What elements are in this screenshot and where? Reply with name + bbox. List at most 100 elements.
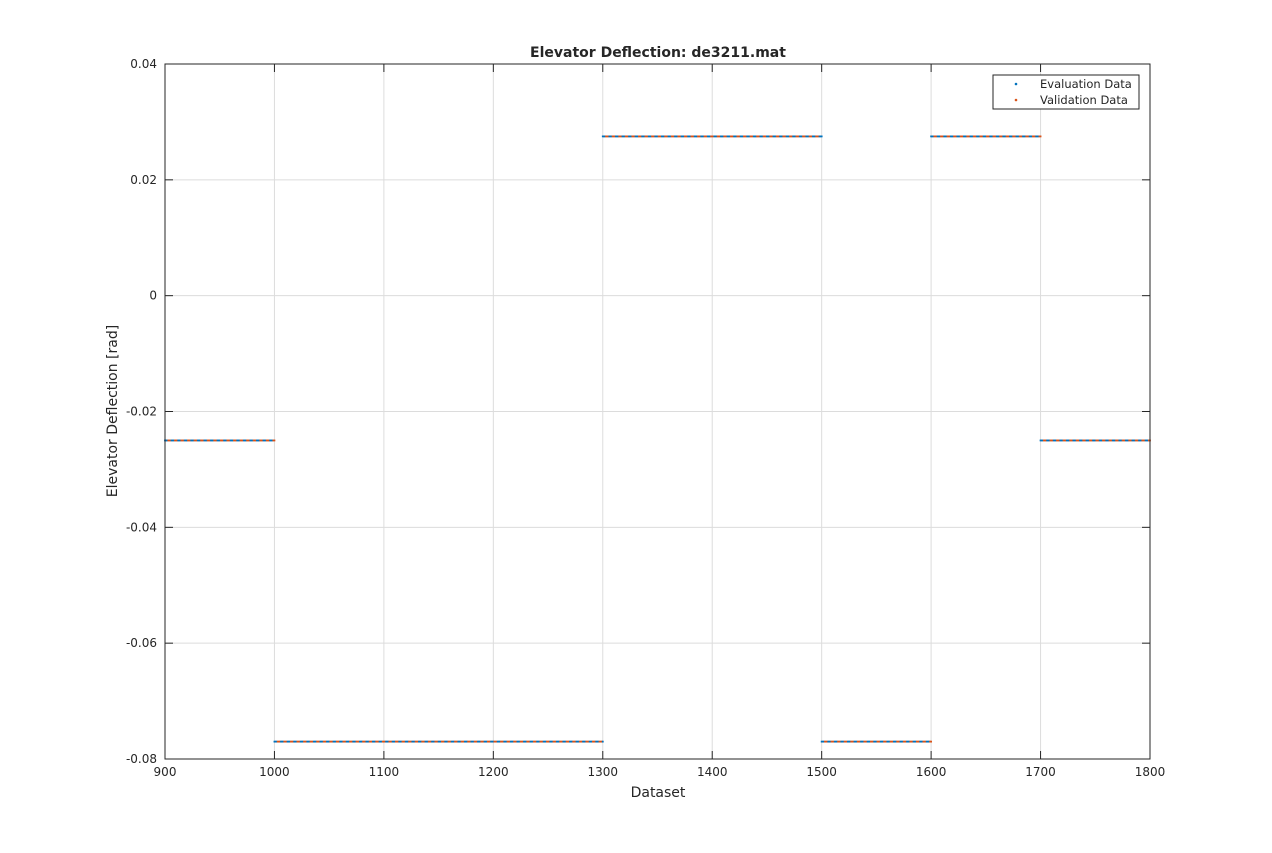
validation-data-point xyxy=(859,740,861,743)
evaluation-data-point xyxy=(727,135,730,138)
evaluation-data-point xyxy=(1060,439,1063,442)
evaluation-data-point xyxy=(734,135,737,138)
validation-data-point xyxy=(357,740,360,743)
evaluation-data-point xyxy=(1028,135,1031,138)
validation-data-point xyxy=(468,740,471,743)
evaluation-data-point xyxy=(191,439,194,442)
evaluation-data-point xyxy=(543,740,546,743)
validation-data-point xyxy=(219,439,222,442)
validation-data-point xyxy=(810,135,813,138)
evaluation-data-point xyxy=(1074,439,1077,442)
evaluation-data-point xyxy=(524,740,526,743)
validation-data-point xyxy=(434,740,437,743)
x-tick-label: 1000 xyxy=(259,765,290,779)
evaluation-data-point xyxy=(1100,439,1103,442)
evaluation-data-point xyxy=(1093,439,1096,442)
validation-data-point xyxy=(349,740,351,743)
evaluation-data-point xyxy=(874,740,877,743)
validation-data-point xyxy=(690,135,693,138)
validation-data-point xyxy=(462,740,465,743)
evaluation-data-point xyxy=(827,740,830,743)
evaluation-data-point xyxy=(628,135,630,138)
validation-data-point xyxy=(1064,439,1067,442)
validation-data-point xyxy=(627,135,629,138)
evaluation-data-point xyxy=(354,740,357,743)
validation-data-point xyxy=(918,740,920,743)
evaluation-data-point xyxy=(229,439,232,442)
evaluation-data-point xyxy=(860,740,862,743)
validation-data-point xyxy=(790,135,792,138)
evaluation-data-point xyxy=(407,740,409,743)
evaluation-data-point xyxy=(1052,439,1055,442)
y-tick-label: 0 xyxy=(149,289,157,303)
validation-data-point xyxy=(980,135,983,138)
validation-data-point xyxy=(736,135,739,138)
validation-data-point xyxy=(757,135,760,138)
validation-data-point xyxy=(896,740,899,743)
evaluation-data-point xyxy=(478,740,481,743)
evaluation-data-point xyxy=(250,439,253,442)
validation-data-point xyxy=(910,740,913,743)
evaluation-data-point xyxy=(654,135,657,138)
validation-data-point xyxy=(877,740,880,743)
evaluation-data-point xyxy=(299,740,302,743)
evaluation-data-point xyxy=(1085,439,1088,442)
validation-data-point xyxy=(673,135,675,138)
validation-data-point xyxy=(789,135,791,138)
evaluation-data-point xyxy=(1092,439,1094,442)
validation-data-point xyxy=(845,740,848,743)
validation-data-point xyxy=(1006,135,1009,138)
validation-data-point xyxy=(832,740,835,743)
evaluation-data-point xyxy=(327,740,329,743)
validation-data-point xyxy=(960,135,963,138)
evaluation-data-point xyxy=(747,135,750,138)
evaluation-data-point xyxy=(615,135,617,138)
evaluation-data-point xyxy=(445,740,448,743)
evaluation-data-point xyxy=(957,135,960,138)
evaluation-data-point xyxy=(490,740,493,743)
axes-box xyxy=(164,63,1151,760)
evaluation-data-point xyxy=(198,439,200,442)
validation-data-point xyxy=(1121,439,1124,442)
validation-data-point xyxy=(808,135,811,138)
validation-data-point xyxy=(364,740,367,743)
validation-data-point xyxy=(513,740,516,743)
validation-data-point xyxy=(435,740,438,743)
validation-data-point xyxy=(548,740,551,743)
evaluation-data-point xyxy=(848,740,850,743)
validation-data-point xyxy=(467,740,470,743)
evaluation-data-point xyxy=(165,439,167,442)
validation-data-point xyxy=(857,740,860,743)
evaluation-data-point xyxy=(689,135,692,138)
validation-data-point xyxy=(1050,439,1053,442)
validation-data-point xyxy=(586,740,589,743)
evaluation-data-point xyxy=(772,135,775,138)
validation-data-point xyxy=(303,740,305,743)
validation-data-point xyxy=(541,740,544,743)
evaluation-data-point xyxy=(755,135,757,138)
evaluation-data-point xyxy=(352,740,355,743)
validation-data-point xyxy=(526,740,529,743)
evaluation-data-point xyxy=(1086,439,1089,442)
evaluation-data-point xyxy=(569,740,571,743)
evaluation-data-point xyxy=(204,439,207,442)
validation-data-point xyxy=(973,135,976,138)
evaluation-data-point xyxy=(315,740,317,743)
evaluation-data-point xyxy=(457,740,460,743)
evaluation-data-point xyxy=(1072,439,1075,442)
validation-data-point xyxy=(408,740,410,743)
validation-data-point xyxy=(502,740,505,743)
evaluation-data-point xyxy=(251,439,254,442)
validation-data-point xyxy=(691,135,694,138)
evaluation-data-point xyxy=(551,740,554,743)
validation-data-point xyxy=(884,740,887,743)
validation-data-point xyxy=(876,740,879,743)
validation-data-point xyxy=(1143,439,1146,442)
evaluation-data-point xyxy=(610,135,613,138)
evaluation-data-point xyxy=(604,135,606,138)
evaluation-data-point xyxy=(977,135,980,138)
evaluation-data-point xyxy=(444,740,447,743)
validation-data-point xyxy=(410,740,413,743)
evaluation-data-point xyxy=(1061,439,1064,442)
validation-data-point xyxy=(699,135,702,138)
